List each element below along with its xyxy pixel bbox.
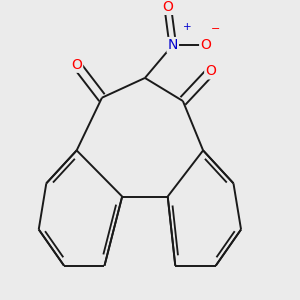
Text: +: + xyxy=(183,22,192,32)
Text: O: O xyxy=(205,64,216,78)
Text: O: O xyxy=(200,38,211,52)
Text: −: − xyxy=(211,24,221,34)
Text: O: O xyxy=(162,0,173,14)
Text: O: O xyxy=(71,58,82,72)
Text: N: N xyxy=(168,38,178,52)
